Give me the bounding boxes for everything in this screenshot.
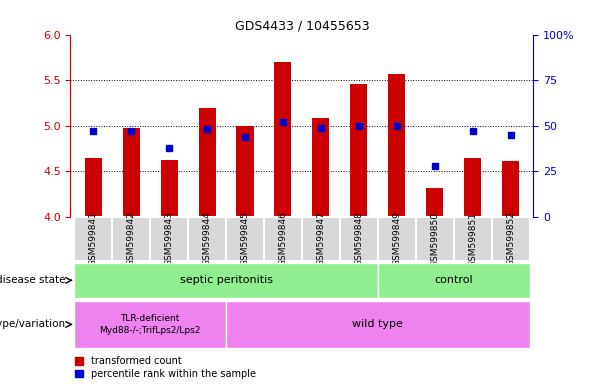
Text: GSM599848: GSM599848 (354, 212, 364, 266)
FancyBboxPatch shape (454, 217, 492, 261)
Text: TLR-deficient
Myd88-/-;TrifLps2/Lps2: TLR-deficient Myd88-/-;TrifLps2/Lps2 (99, 314, 201, 334)
Text: GSM599850: GSM599850 (430, 212, 439, 266)
FancyBboxPatch shape (340, 217, 378, 261)
Title: GDS4433 / 10455653: GDS4433 / 10455653 (235, 19, 369, 32)
Text: genotype/variation: genotype/variation (0, 319, 66, 329)
Bar (313, 118, 329, 217)
Bar (350, 84, 367, 217)
Bar (502, 161, 519, 217)
Bar (237, 126, 254, 217)
Text: control: control (435, 275, 473, 285)
Bar (426, 188, 443, 217)
FancyBboxPatch shape (226, 217, 264, 261)
Text: septic peritonitis: septic peritonitis (180, 275, 273, 285)
Bar (161, 161, 178, 217)
FancyBboxPatch shape (492, 217, 530, 261)
FancyBboxPatch shape (378, 263, 530, 298)
Bar (85, 158, 102, 217)
FancyBboxPatch shape (112, 217, 150, 261)
Bar (199, 108, 216, 217)
Text: GSM599841: GSM599841 (89, 212, 97, 266)
FancyBboxPatch shape (264, 217, 302, 261)
Bar (123, 129, 140, 217)
Text: GSM599845: GSM599845 (240, 212, 249, 266)
Bar (464, 158, 481, 217)
Text: GSM599847: GSM599847 (316, 212, 326, 266)
FancyBboxPatch shape (74, 301, 226, 348)
FancyBboxPatch shape (416, 217, 454, 261)
FancyBboxPatch shape (302, 217, 340, 261)
Text: GSM599852: GSM599852 (506, 212, 515, 266)
Legend: transformed count, percentile rank within the sample: transformed count, percentile rank withi… (75, 356, 256, 379)
FancyBboxPatch shape (378, 217, 416, 261)
FancyBboxPatch shape (150, 217, 188, 261)
FancyBboxPatch shape (188, 217, 226, 261)
FancyBboxPatch shape (74, 217, 112, 261)
Bar (275, 62, 291, 217)
Text: GSM599851: GSM599851 (468, 212, 477, 266)
FancyBboxPatch shape (226, 301, 530, 348)
Text: disease state: disease state (0, 275, 66, 285)
Text: GSM599842: GSM599842 (127, 212, 135, 266)
Text: GSM599843: GSM599843 (165, 212, 173, 266)
FancyBboxPatch shape (74, 263, 378, 298)
Text: GSM599849: GSM599849 (392, 212, 402, 266)
Text: GSM599846: GSM599846 (278, 212, 287, 266)
Text: GSM599844: GSM599844 (202, 212, 211, 266)
Bar (388, 74, 405, 217)
Text: wild type: wild type (352, 319, 403, 329)
